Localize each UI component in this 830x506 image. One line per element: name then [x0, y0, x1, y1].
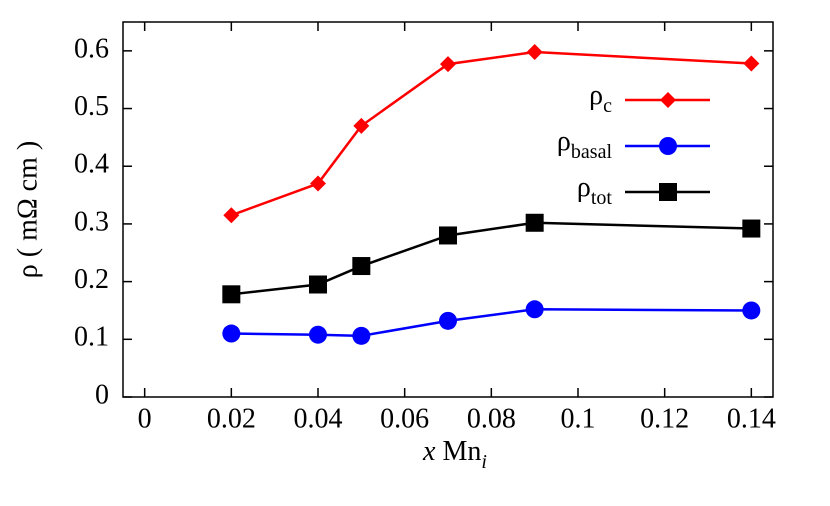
point: [526, 44, 543, 60]
x-tick-label: 0: [138, 403, 152, 434]
legend-marker: [659, 183, 677, 201]
plot-frame: [122, 21, 774, 398]
legend-label: ρc: [589, 80, 612, 116]
legend-marker: [659, 137, 677, 155]
point: [439, 226, 457, 245]
point: [352, 257, 371, 276]
legend-marker: [660, 92, 676, 108]
point: [525, 213, 544, 232]
point: [440, 56, 456, 73]
x-tick-label: 0.02: [207, 403, 256, 434]
y-tick-label: 0.5: [74, 91, 109, 122]
point: [222, 285, 241, 304]
x-tick-label: 0.12: [640, 403, 689, 434]
x-tick-label: 0.1: [561, 403, 596, 434]
point: [352, 326, 371, 345]
y-tick-label: 0.3: [74, 206, 109, 237]
y-tick-label: 0.4: [74, 149, 109, 180]
point: [743, 55, 760, 72]
point: [309, 275, 327, 294]
legend-entry: ρbasal: [557, 126, 710, 163]
point: [525, 300, 544, 319]
series-line: [230, 50, 752, 217]
point: [310, 175, 326, 192]
x-axis-label: x Mni: [422, 436, 487, 472]
y-tick-label: 0.1: [74, 322, 109, 353]
y-tick-label: 0.6: [74, 33, 109, 64]
point: [439, 311, 457, 330]
series-line: [231, 221, 752, 296]
x-tick-label: 0.14: [727, 403, 776, 434]
legend-label: ρbasal: [557, 126, 613, 162]
series-line: [231, 308, 752, 338]
point: [353, 117, 370, 134]
legend-entry: ρtot: [577, 172, 710, 209]
point: [222, 324, 241, 343]
point: [742, 301, 761, 320]
point: [223, 207, 240, 224]
x-tick-label: 0.06: [380, 403, 429, 434]
y-tick-label: 0: [95, 379, 109, 410]
y-axis-label: ρ ( mΩ cm ): [12, 141, 43, 278]
point: [742, 219, 761, 238]
legend-label: ρtot: [577, 172, 613, 208]
x-tick-label: 0.08: [467, 403, 516, 434]
point: [309, 325, 327, 344]
legend-entry: ρc: [589, 80, 710, 117]
y-tick-label: 0.2: [74, 264, 109, 295]
x-tick-label: 0.04: [294, 403, 343, 434]
